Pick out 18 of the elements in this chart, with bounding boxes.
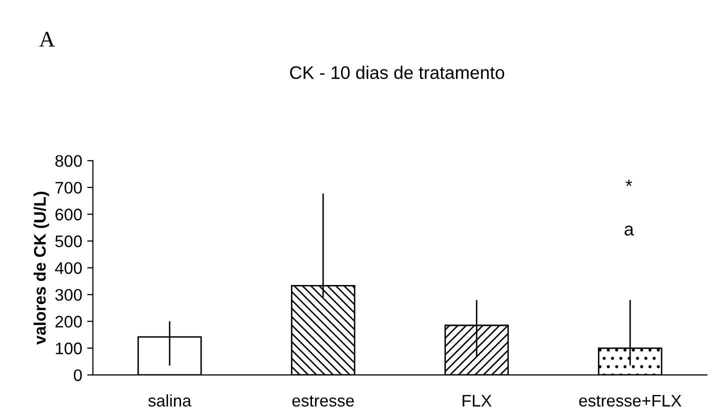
x-tick-label: FLX [462, 394, 492, 406]
y-tick-label: 100 [56, 342, 82, 354]
y-tick-label: 700 [56, 182, 82, 194]
chart-title: CK - 10 dias de tratamento [290, 66, 504, 80]
y-tick-label: 500 [55, 235, 82, 248]
x-tick-label: salina [148, 394, 192, 407]
annotation: * [626, 180, 632, 186]
y-tick-label: 200 [55, 316, 82, 328]
y-tick-label: 300 [55, 288, 82, 301]
text: A [39, 32, 55, 47]
y-axis-title: valores de CK (U/L) [34, 192, 50, 345]
annotation: a [624, 226, 634, 236]
x-tick-label: estresse+FLX [579, 394, 682, 407]
x-tick-label: estresse [292, 396, 354, 407]
y-tick-label: 0 [74, 369, 82, 382]
y-tick-label: 400 [55, 262, 82, 274]
y-tick-label: 800 [55, 155, 82, 167]
y-tick-label: 600 [56, 208, 82, 220]
